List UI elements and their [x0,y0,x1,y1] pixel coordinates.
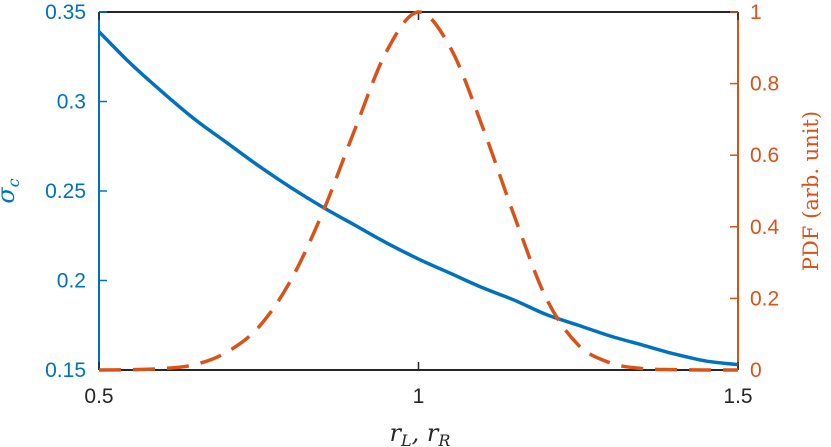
x-axis-ticks: 0.5 1 1.5 [84,12,753,408]
right-y-tick-label: 0.6 [750,144,779,167]
right-y-axis-ticks: 0 0.2 0.4 0.6 0.8 1 [730,1,780,382]
right-y-tick-label: 0.2 [750,287,779,310]
sigma-c-series-line [97,30,739,367]
left-y-tick-label: 0.3 [57,91,86,114]
x-tick-label: 1 [413,385,425,408]
right-y-tick-label: 1 [750,1,762,24]
left-y-tick-label: 0.25 [45,180,86,203]
right-y-tick-label: 0 [750,359,762,382]
x-tick-label: 1.5 [723,385,752,408]
left-y-axis-ticks: 0.15 0.2 0.25 0.3 0.35 [45,1,107,382]
right-y-tick-label: 0.4 [750,216,780,239]
left-y-tick-label: 0.15 [45,359,86,382]
right-y-tick-label: 0.8 [750,73,779,96]
series-group [97,10,739,372]
pdf-series-line [98,10,739,372]
left-y-tick-label: 0.2 [57,270,86,293]
left-y-tick-label: 0.35 [45,1,86,24]
x-axis-label: rL, rR [390,419,451,447]
left-y-axis-label: σc [0,178,23,203]
x-tick-label: 0.5 [84,385,113,408]
right-y-axis-label: PDF (arb. unit) [799,111,823,271]
